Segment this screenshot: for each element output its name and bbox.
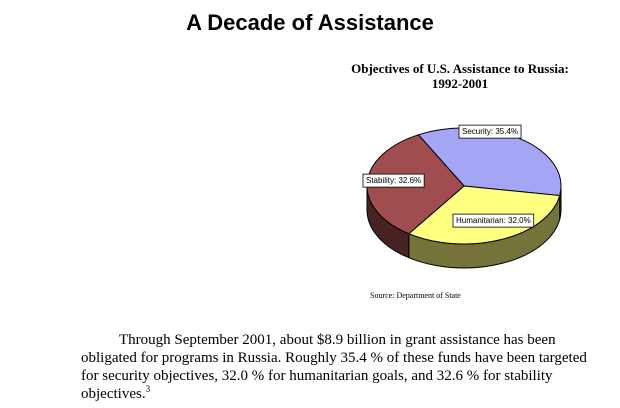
- pie-label-security: Security: 35.4%: [458, 124, 522, 139]
- paragraph-line-4: objectives.: [81, 386, 146, 402]
- page-title: A Decade of Assistance: [186, 10, 434, 35]
- pie-label-text: Stability: 32.6%: [366, 176, 421, 185]
- pie-label-box: [362, 173, 425, 188]
- chart-source: Source: Department of State: [370, 291, 461, 300]
- chart-title: Objectives of U.S. Assistance to Russia:…: [345, 61, 575, 91]
- pie-label-box: [452, 213, 535, 228]
- body-paragraph: Through September 2001, about $8.9 billi…: [81, 331, 591, 403]
- paragraph-line-3: for security objectives, 32.0 % for huma…: [81, 368, 553, 384]
- footnote-ref: 3: [145, 384, 151, 394]
- pie-label-text: Humanitarian: 32.0%: [456, 216, 531, 225]
- pie-label-box: [458, 124, 522, 139]
- pie-label-stability: Stability: 32.6%: [362, 173, 425, 188]
- pie-tops: [366, 127, 562, 245]
- paragraph-line-1: Through September 2001, about $8.9 billi…: [119, 332, 556, 348]
- pie-chart: Security: 35.4% Humanitarian: 32.0% Stabil…: [362, 124, 562, 269]
- chart-title-line-2: 1992-2001: [431, 76, 489, 91]
- pie-label-humanitarian: Humanitarian: 32.0%: [452, 213, 535, 228]
- paragraph-line-2: obligated for programs in Russia. Roughl…: [81, 350, 587, 366]
- pie-label-text: Security: 35.4%: [462, 127, 518, 136]
- chart-title-line-1: Objectives of U.S. Assistance to Russia:: [351, 61, 569, 76]
- pie-slice-security: [417, 127, 562, 197]
- pie-labels: Security: 35.4% Humanitarian: 32.0% Stabil…: [362, 124, 535, 228]
